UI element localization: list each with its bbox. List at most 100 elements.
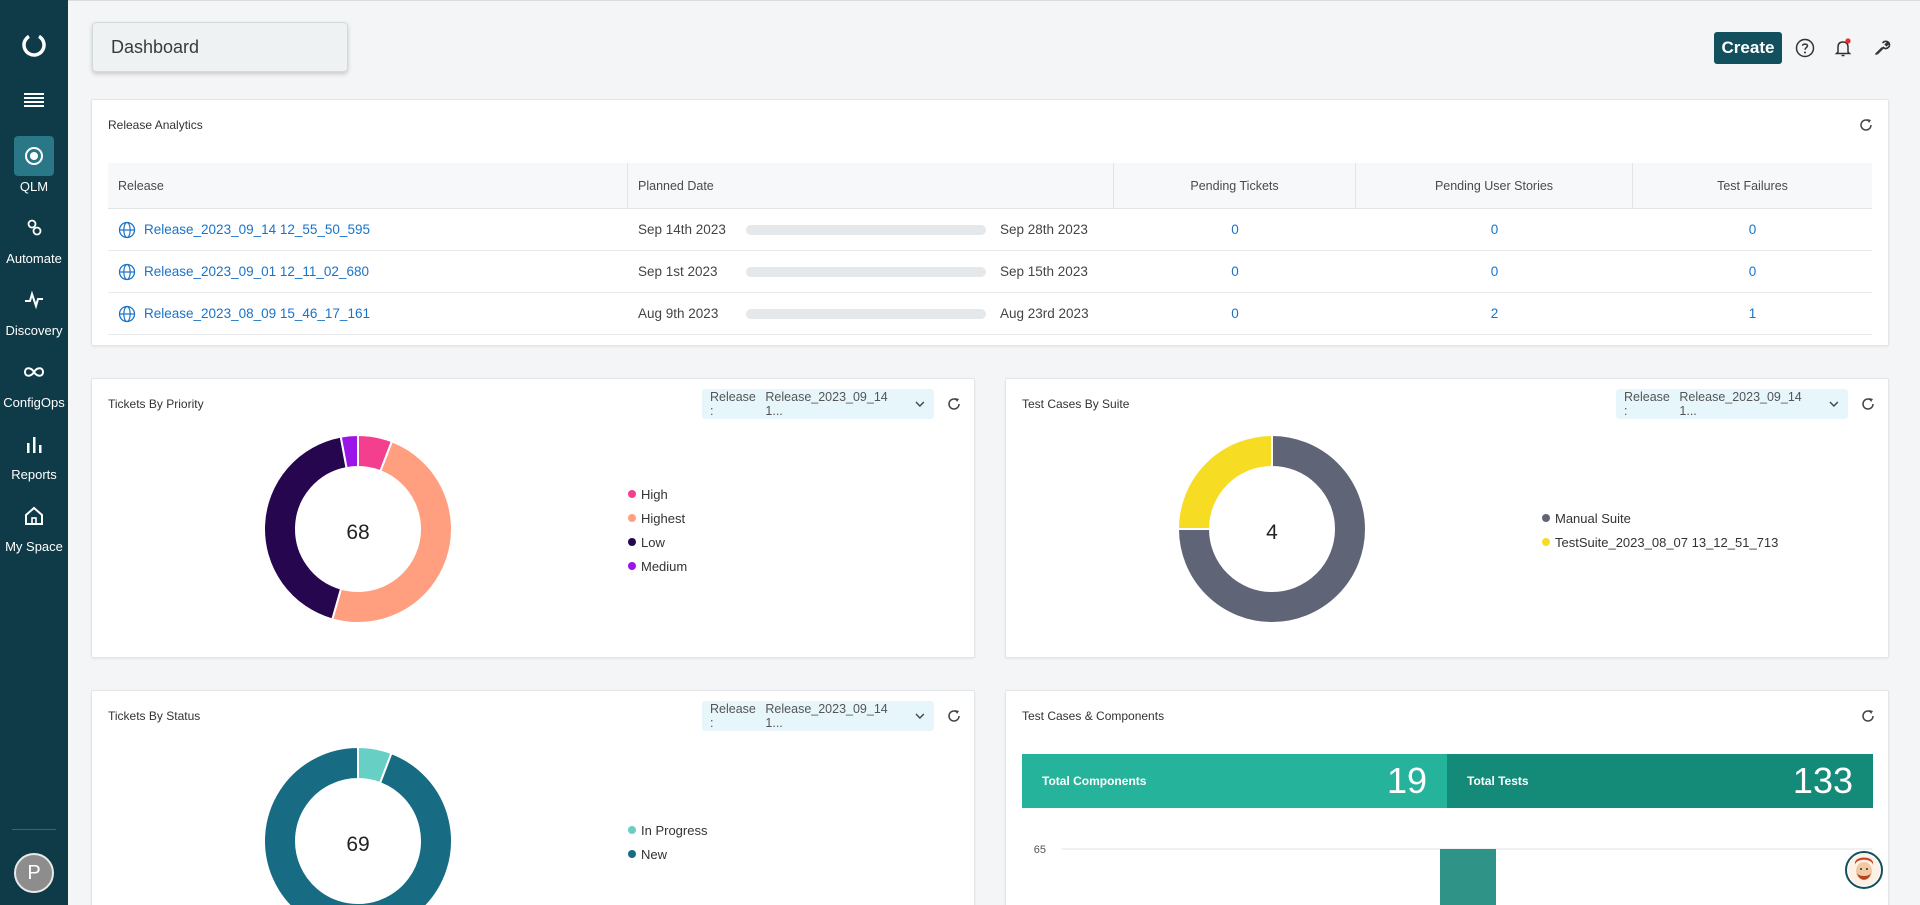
sidebar-item-discovery[interactable]: Discovery (0, 280, 68, 350)
refresh-icon[interactable] (947, 709, 961, 723)
app-logo-icon[interactable] (19, 30, 49, 60)
refresh-icon[interactable] (1861, 397, 1875, 411)
test-failures-count[interactable]: 1 (1748, 306, 1757, 321)
chevron-down-icon (1829, 401, 1839, 407)
pending-stories-count[interactable]: 0 (1490, 222, 1499, 237)
planned-start-date: Aug 9th 2023 (638, 306, 719, 321)
chevron-down-icon (915, 401, 925, 407)
legend-item[interactable]: High (628, 482, 687, 506)
sidebar: QLM Automate Discovery ConfigOps Reports… (0, 0, 68, 905)
home-icon (25, 506, 43, 525)
donut-total: 69 (346, 833, 370, 856)
sidebar-item-my-space[interactable]: My Space (0, 496, 68, 566)
legend-label: New (641, 846, 668, 862)
release-select-value: Release_2023_09_14 1... (765, 390, 888, 418)
legend-dot (628, 562, 636, 570)
sidebar-divider (12, 829, 56, 830)
create-button[interactable]: Create (1714, 32, 1782, 64)
total-tests-value: 133 (1792, 760, 1853, 801)
legend-item[interactable]: Manual Suite (1542, 506, 1778, 530)
infinity-icon (23, 367, 45, 377)
pending-tickets-count[interactable]: 0 (1231, 306, 1239, 321)
sidebar-item-qlm[interactable]: QLM (0, 136, 68, 206)
globe-icon (118, 305, 136, 322)
column-header-release[interactable]: Release (108, 163, 628, 208)
legend-dot (628, 538, 636, 546)
release-select-label: Release : (710, 702, 756, 730)
legend-dot (628, 850, 636, 858)
legend-item[interactable]: Highest (628, 506, 687, 530)
donut-total: 4 (1266, 521, 1278, 544)
legend-label: Medium (641, 558, 688, 574)
sidebar-item-reports[interactable]: Reports (0, 424, 68, 494)
assistant-bot-avatar[interactable] (1845, 851, 1883, 889)
pending-tickets-count[interactable]: 0 (1231, 222, 1239, 237)
status-donut-chart (263, 746, 453, 905)
pending-stories-count[interactable]: 0 (1490, 264, 1499, 279)
legend-label: In Progress (641, 822, 708, 838)
pending-tickets-count[interactable]: 0 (1231, 264, 1239, 279)
total-tests-label: Total Tests (1467, 774, 1529, 788)
wrench-icon[interactable] (1872, 38, 1892, 58)
release-link[interactable]: Release_2023_09_01 12_11_02_680 (144, 264, 369, 279)
donut-slice-highest[interactable] (331, 440, 453, 624)
donut-slice-medium[interactable] (339, 434, 359, 470)
column-header-pending-user-stories[interactable]: Pending User Stories (1356, 163, 1633, 208)
hamburger-menu-icon[interactable] (24, 92, 44, 108)
table-row: Release_2023_08_09 15_46_17_161 Aug 9th … (108, 293, 1872, 335)
donut-slice-testsuite-2023-08-07-13-12-51-713[interactable] (1177, 434, 1273, 530)
sidebar-item-configops[interactable]: ConfigOps (0, 352, 68, 422)
donut-slice-low[interactable] (263, 435, 348, 621)
legend-label: High (641, 486, 668, 502)
topbar-border (68, 0, 1920, 1)
test-cases-components-card: Test Cases & Components Total Components… (1005, 690, 1889, 905)
column-header-planned-date[interactable]: Planned Date (628, 163, 1114, 208)
release-select[interactable]: Release : Release_2023_09_14 1... (702, 389, 934, 419)
legend-label: Highest (641, 510, 686, 526)
release-select[interactable]: Release : Release_2023_09_14 1... (1616, 389, 1848, 419)
legend-item[interactable]: TestSuite_2023_08_07 13_12_51_713 (1542, 530, 1778, 554)
planned-start-date: Sep 14th 2023 (638, 222, 726, 237)
legend-item[interactable]: Low (628, 530, 687, 554)
test-failures-count[interactable]: 0 (1748, 264, 1757, 279)
refresh-icon[interactable] (1861, 709, 1875, 723)
donut-slice-new[interactable] (263, 746, 453, 905)
legend-dot (628, 490, 636, 498)
bar[interactable] (1440, 849, 1496, 905)
legend-dot (628, 826, 636, 834)
planned-end-date: Sep 15th 2023 (1000, 264, 1088, 279)
test-failures-count[interactable]: 0 (1748, 222, 1757, 237)
release-link[interactable]: Release_2023_08_09 15_46_17_161 (144, 306, 370, 321)
legend-dot (1542, 514, 1550, 522)
total-components-tile[interactable]: Total Components 19 (1022, 754, 1447, 808)
notification-bell-icon[interactable] (1833, 38, 1853, 58)
release-progress-bar (746, 266, 986, 277)
sidebar-item-automate[interactable]: Automate (0, 208, 68, 278)
legend-item[interactable]: In Progress (628, 818, 707, 842)
donut-slice-manual-suite[interactable] (1177, 434, 1367, 624)
user-avatar[interactable]: P (14, 853, 54, 893)
sidebar-item-label: ConfigOps (3, 395, 65, 410)
release-table: Release Planned Date Pending Tickets Pen… (108, 163, 1872, 335)
total-components-value: 19 (1386, 760, 1427, 801)
sidebar-item-label: Automate (6, 251, 62, 266)
legend-item[interactable]: Medium (628, 554, 687, 578)
help-icon[interactable] (1795, 38, 1815, 58)
page-title: Dashboard (92, 22, 348, 72)
refresh-icon[interactable] (947, 397, 961, 411)
legend-dot (1542, 538, 1550, 546)
globe-icon (118, 263, 136, 280)
bot-face-icon (1848, 854, 1880, 886)
total-tests-tile[interactable]: Total Tests 133 (1447, 754, 1873, 808)
components-bar-chart: 65 (1034, 844, 1872, 905)
tickets-by-priority-card: Tickets By Priority Release : Release_20… (91, 378, 975, 658)
column-header-test-failures[interactable]: Test Failures (1717, 178, 1788, 193)
release-select[interactable]: Release : Release_2023_09_14 1... (702, 701, 934, 731)
pending-stories-count[interactable]: 2 (1490, 306, 1499, 321)
release-analytics-card: Release Analytics Release Planned Date P… (91, 99, 1889, 346)
column-header-pending-tickets[interactable]: Pending Tickets (1114, 163, 1356, 208)
release-link[interactable]: Release_2023_09_14 12_55_50_595 (144, 222, 370, 237)
refresh-icon[interactable] (1859, 118, 1873, 132)
legend-item[interactable]: New (628, 842, 707, 866)
pulse-icon (25, 290, 43, 310)
